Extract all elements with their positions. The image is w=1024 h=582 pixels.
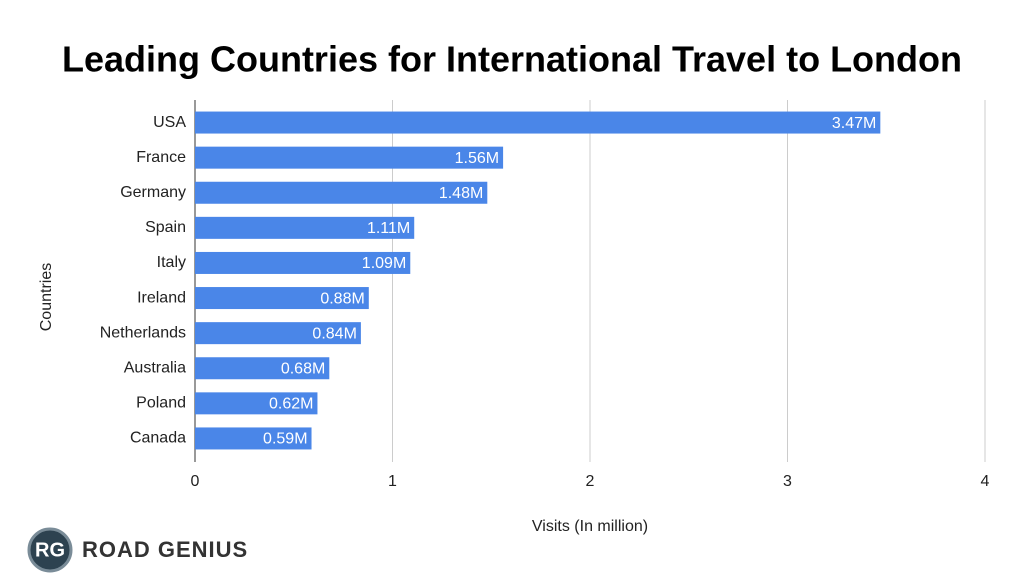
- y-axis-title: Countries: [38, 263, 55, 331]
- logo: RG ROAD GENIUS: [27, 527, 248, 573]
- bar: [195, 287, 369, 310]
- x-tick-label: 2: [586, 473, 595, 490]
- bar: [195, 357, 330, 380]
- value-label: 0.62M: [269, 396, 313, 413]
- y-tick-label: Spain: [145, 219, 186, 236]
- x-tick-label: 1: [388, 473, 397, 490]
- y-tick-label: Germany: [120, 184, 186, 201]
- y-tick-label: Poland: [136, 395, 186, 412]
- logo-name: ROAD GENIUS: [82, 537, 248, 562]
- y-tick-label: Australia: [124, 359, 186, 376]
- logo-badge-text: RG: [35, 539, 65, 561]
- chart-title: Leading Countries for International Trav…: [62, 39, 962, 80]
- logo-badge: [27, 527, 73, 573]
- y-tick-label: USA: [153, 114, 186, 131]
- value-label: 0.88M: [320, 290, 364, 307]
- y-tick-label: Italy: [157, 254, 186, 271]
- bar: [195, 322, 361, 345]
- bar: [195, 111, 881, 134]
- bar: [195, 251, 411, 274]
- value-label: 3.47M: [832, 115, 876, 132]
- x-tick-label: 4: [981, 473, 990, 490]
- y-tick-label: France: [136, 149, 186, 166]
- y-tick-label: Netherlands: [100, 324, 186, 341]
- bar: [195, 146, 504, 169]
- x-axis-title: Visits (In million): [532, 518, 648, 535]
- y-tick-label: Canada: [130, 430, 186, 447]
- x-tick-label: 3: [783, 473, 792, 490]
- x-tick-label: 0: [191, 473, 200, 490]
- bar: [195, 181, 488, 204]
- value-label: 0.68M: [281, 360, 325, 377]
- bar: [195, 392, 318, 415]
- bar: [195, 216, 415, 239]
- value-label: 1.56M: [455, 150, 499, 167]
- value-label: 1.11M: [367, 220, 410, 237]
- bar: [195, 427, 312, 450]
- y-tick-label: Ireland: [137, 289, 186, 306]
- value-label: 0.84M: [312, 325, 356, 342]
- value-label: 0.59M: [263, 431, 307, 448]
- value-label: 1.48M: [439, 185, 483, 202]
- value-label: 1.09M: [362, 255, 406, 272]
